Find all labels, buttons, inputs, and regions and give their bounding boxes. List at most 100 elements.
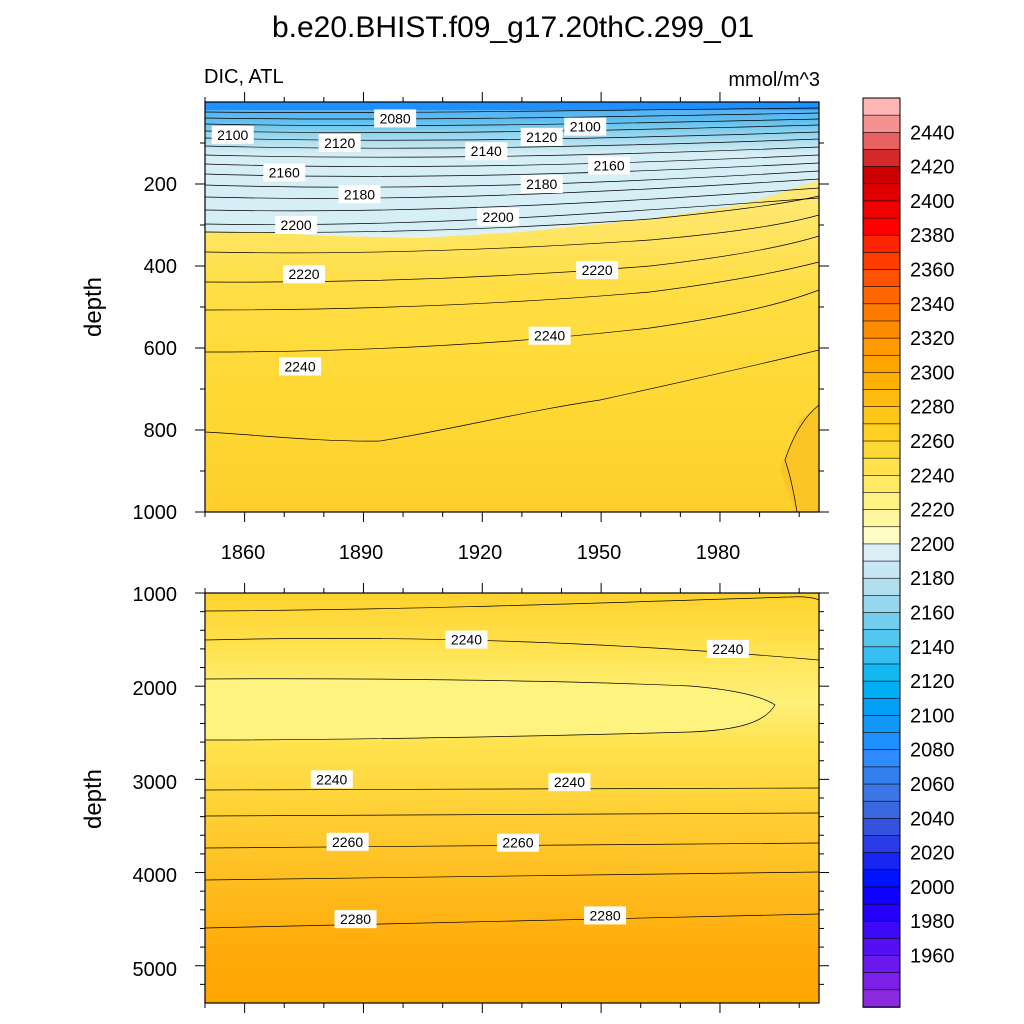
x-tick-label: 1920 (458, 542, 503, 564)
x-tick-label: 1860 (221, 542, 266, 564)
x-tick-label: 1980 (696, 542, 741, 564)
top-ticks (195, 92, 829, 522)
colorbar-box (862, 886, 901, 905)
colorbar-box (862, 200, 901, 219)
bottom-panel: 2240 2240 2240 2240 2260 2260 2280 2280 1000 20… (80, 583, 829, 1013)
contour-label: 2200 (275, 216, 318, 234)
y-tick-label: 1000 (133, 502, 178, 524)
colorbar-box (862, 869, 901, 888)
top-x-tick-labels: 1860 1890 1920 1950 1980 (221, 542, 741, 564)
colorbar-label: 2220 (910, 500, 955, 522)
colorbar-label: 2380 (910, 225, 955, 247)
colorbar-box (862, 389, 901, 408)
colorbar-box (862, 132, 901, 151)
contour-label-text: 2240 (554, 774, 585, 790)
y-tick-label: 4000 (133, 865, 178, 887)
colorbar-label: 2000 (910, 877, 955, 899)
colorbar-label: 2120 (910, 671, 955, 693)
colorbar-box (862, 629, 901, 648)
contour-label-text: 2220 (288, 266, 319, 282)
contour-label-text: 2200 (483, 209, 514, 225)
colorbar (862, 97, 901, 1008)
contour-label: 2140 (465, 142, 508, 161)
colorbar-box (862, 595, 901, 614)
y-tick-label: 400 (144, 256, 177, 278)
colorbar-label: 2340 (910, 294, 955, 316)
colorbar-box (862, 475, 901, 494)
top-panel: DIC, ATL mmol/m^3 (80, 66, 829, 564)
bottom-plot-fill (205, 593, 819, 1003)
contour-label-text: 2140 (471, 143, 502, 159)
contour-label-text: 2280 (340, 911, 371, 927)
contour-label: 2220 (283, 265, 326, 284)
colorbar-box (862, 972, 901, 991)
y-tick-label: 200 (144, 174, 177, 196)
colorbar-label: 1980 (910, 911, 955, 933)
colorbar-box (862, 989, 901, 1008)
colorbar-label: 2140 (910, 637, 955, 659)
contour-label-text: 2160 (269, 165, 300, 181)
colorbar-label: 2100 (910, 705, 955, 727)
colorbar-box (862, 577, 901, 597)
y-tick-label: 2000 (133, 678, 178, 700)
contour-label: 2200 (477, 207, 520, 226)
colorbar-box (862, 320, 901, 339)
colorbar-box (862, 680, 901, 700)
contour-label-text: 2220 (582, 262, 613, 278)
contour-label-text: 2280 (590, 907, 621, 923)
colorbar-box (862, 492, 901, 511)
bottom-y-axis-label: depth (80, 769, 107, 829)
colorbar-box (862, 337, 901, 357)
contour-label: 2220 (576, 261, 619, 280)
contour-label-text: 2200 (281, 217, 312, 233)
colorbar-label: 2260 (910, 431, 955, 453)
top-plot-fill (205, 102, 819, 512)
colorbar-box (862, 509, 901, 528)
contour-label-text: 2100 (570, 119, 601, 135)
x-tick-label: 1890 (339, 542, 384, 564)
contour-label: 2260 (496, 833, 539, 852)
contour-label: 2180 (338, 185, 381, 204)
y-tick-label: 3000 (133, 772, 178, 794)
colorbar-box (862, 372, 901, 391)
colorbar-label: 2280 (910, 397, 955, 419)
colorbar-box (862, 560, 901, 580)
colorbar-box (862, 818, 901, 837)
colorbar-label: 2400 (910, 191, 955, 213)
contour-label-text: 2240 (712, 641, 743, 657)
contour-label: 2280 (334, 910, 377, 929)
contour-label-text: 2180 (344, 186, 375, 202)
contour-label: 2100 (564, 117, 607, 136)
colorbar-box (862, 715, 901, 734)
colorbar-box (862, 269, 901, 288)
colorbar-frame (862, 97, 901, 1008)
contour-label: 2260 (326, 832, 369, 851)
colorbar-label: 2060 (910, 774, 955, 796)
colorbar-box (862, 920, 901, 940)
colorbar-box (862, 783, 901, 802)
colorbar-label: 2080 (910, 740, 955, 762)
colorbar-box (862, 646, 901, 665)
bottom-y-tick-labels: 1000 2000 3000 4000 5000 (133, 584, 178, 981)
colorbar-box (862, 217, 901, 237)
contour-label: 2240 (528, 326, 571, 345)
colorbar-box (862, 852, 901, 871)
contour-label-text: 2260 (332, 834, 363, 850)
colorbar-label: 2180 (910, 568, 955, 590)
colorbar-box (862, 440, 901, 459)
contour-label-text: 2240 (451, 632, 482, 648)
colorbar-label: 2020 (910, 843, 955, 865)
bottom-contour-labels: 2240 2240 2240 2240 2260 2260 2280 2280 (310, 630, 749, 929)
colorbar-label: 2200 (910, 534, 955, 556)
colorbar-box (862, 149, 901, 168)
colorbar-label: 2320 (910, 328, 955, 350)
colorbar-box (862, 526, 901, 545)
contour-label: 2240 (445, 630, 488, 649)
top-contour-labels: 2100 2080 2120 2140 2120 2100 2160 2160 2180 2180… (211, 109, 631, 376)
top-y-axis-label: depth (80, 277, 107, 337)
y-tick-label: 1000 (133, 584, 178, 606)
colorbar-box (862, 749, 901, 768)
colorbar-label: 2240 (910, 465, 955, 487)
colorbar-label: 2360 (910, 260, 955, 282)
colorbar-box (862, 903, 901, 923)
